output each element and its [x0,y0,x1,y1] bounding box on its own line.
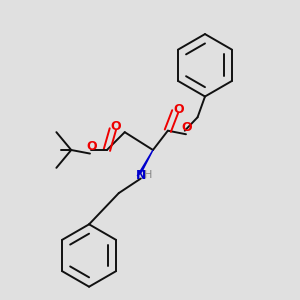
Text: O: O [110,120,121,133]
Text: O: O [173,103,184,116]
Text: N: N [136,169,146,182]
Text: H: H [144,170,152,180]
Text: O: O [181,121,192,134]
Polygon shape [137,150,153,176]
Text: O: O [87,140,98,153]
